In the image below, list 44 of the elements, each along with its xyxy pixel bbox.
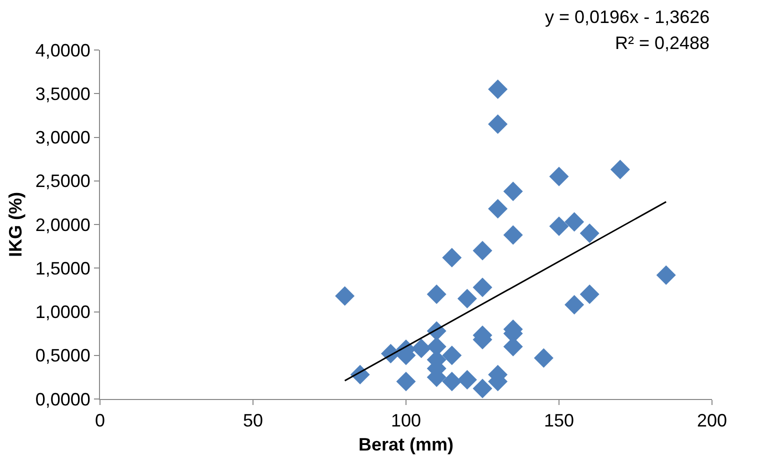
point xyxy=(564,212,584,232)
point xyxy=(503,182,523,202)
point xyxy=(457,370,477,390)
x-tick-label: 100 xyxy=(390,410,422,431)
y-tick-label: 0,5000 xyxy=(35,346,90,366)
point xyxy=(335,286,355,306)
point xyxy=(442,372,462,392)
x-tick-label: 0 xyxy=(94,410,106,431)
point xyxy=(503,225,523,245)
point xyxy=(488,114,508,134)
point xyxy=(472,240,492,260)
y-tick-label: 3,0000 xyxy=(35,128,90,148)
x-tick-label: 50 xyxy=(242,410,264,431)
annotation: R² = 0,2488 xyxy=(615,33,710,53)
y-tick-label: 1,5000 xyxy=(35,258,90,278)
y-tick-label: 2,0000 xyxy=(35,214,90,235)
point xyxy=(534,348,554,368)
point xyxy=(656,265,676,285)
point xyxy=(488,199,508,219)
y-tick-label: 3,5000 xyxy=(35,84,90,104)
point xyxy=(610,160,630,180)
point xyxy=(564,295,584,315)
point xyxy=(549,216,569,236)
y-tick-label: 2,5000 xyxy=(35,171,90,192)
point xyxy=(457,288,477,308)
point xyxy=(580,223,600,243)
x-tick-label: 200 xyxy=(696,410,728,431)
y-tick-label: 1,0000 xyxy=(35,302,90,322)
point xyxy=(549,166,569,186)
x-axis-title: Berat (mm) xyxy=(358,434,454,455)
y-tick-label: 0,0000 xyxy=(35,389,90,410)
text: y = 0,0196x - 1,3626 xyxy=(545,7,710,27)
point xyxy=(396,372,416,392)
y-tick-label: 4,0000 xyxy=(35,40,90,60)
point xyxy=(580,284,600,304)
point xyxy=(472,378,492,398)
x-tick-label: 150 xyxy=(544,410,574,431)
point xyxy=(412,338,432,358)
point xyxy=(442,346,462,366)
y-axis-title: IKG (%) xyxy=(6,192,26,257)
point xyxy=(472,278,492,298)
point xyxy=(442,248,462,268)
point xyxy=(488,80,508,100)
point xyxy=(426,284,446,304)
